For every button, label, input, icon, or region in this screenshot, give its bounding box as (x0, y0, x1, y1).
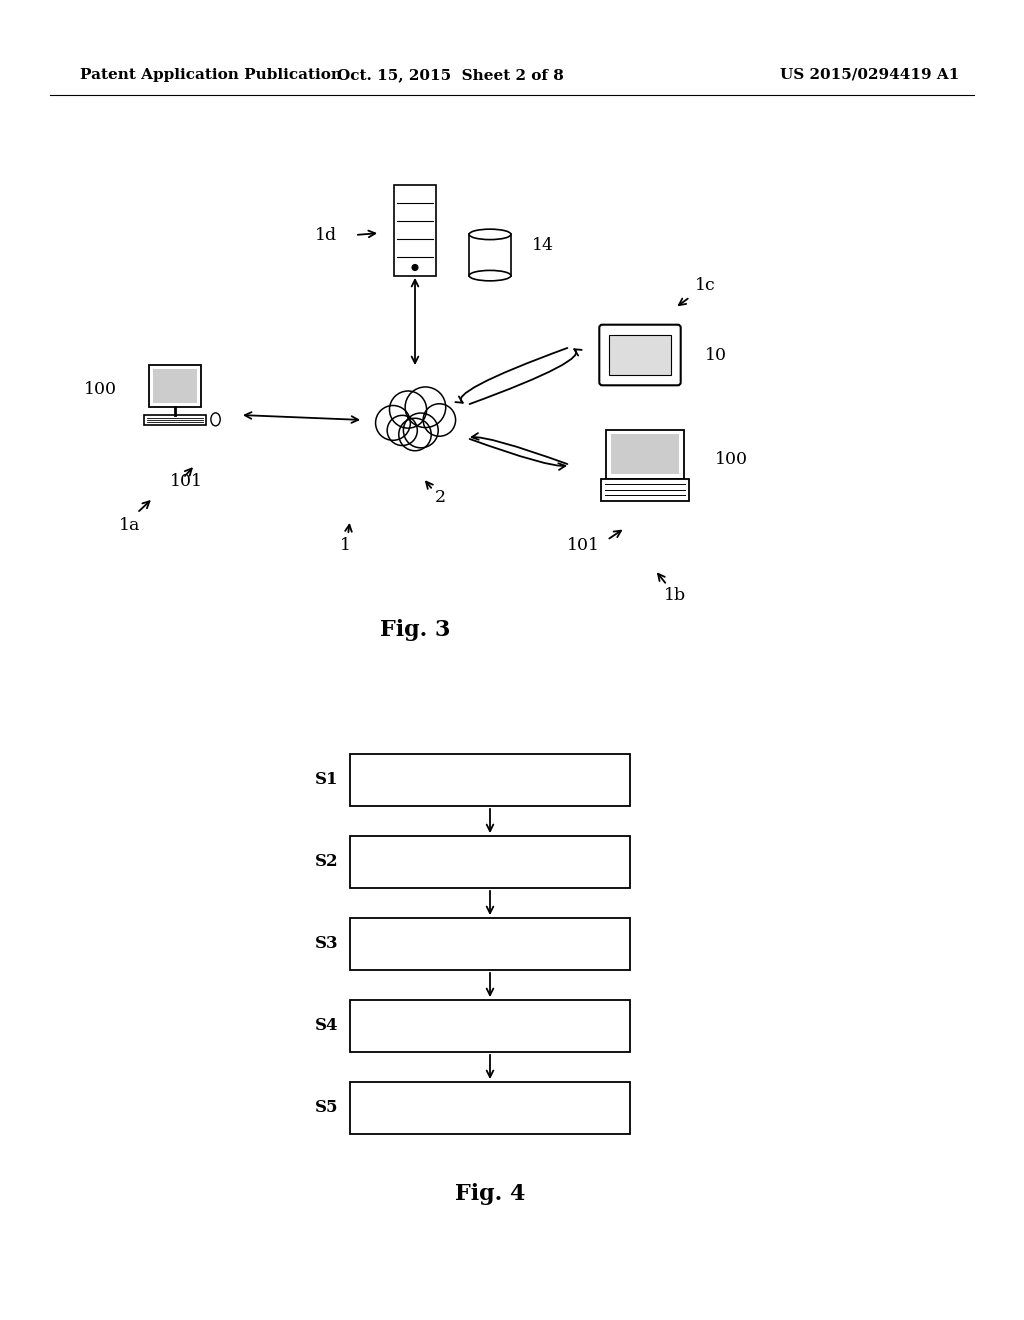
FancyBboxPatch shape (599, 325, 681, 385)
Text: 100: 100 (715, 451, 748, 469)
Bar (394, 185, 436, 276)
Text: 1d: 1d (314, 227, 337, 243)
Text: SELECT BODY PART: SELECT BODY PART (412, 854, 568, 870)
Text: GENERATE PROCEDURES: GENERATE PROCEDURES (389, 1101, 591, 1115)
Ellipse shape (211, 413, 220, 426)
Text: S3: S3 (314, 936, 338, 953)
Bar (606, 429, 684, 479)
Bar (601, 479, 689, 500)
Ellipse shape (469, 230, 511, 240)
Text: GENERATE ESTIMATE: GENERATE ESTIMATE (403, 1019, 577, 1034)
Bar (608, 335, 672, 375)
Bar (154, 368, 197, 403)
Bar (469, 235, 511, 276)
Text: 14: 14 (532, 236, 554, 253)
Text: DEFINE DAMAGE: DEFINE DAMAGE (422, 936, 558, 952)
Bar (350, 1001, 630, 1052)
Text: 101: 101 (170, 474, 203, 491)
Text: Oct. 15, 2015  Sheet 2 of 8: Oct. 15, 2015 Sheet 2 of 8 (337, 69, 563, 82)
Text: 1c: 1c (695, 276, 716, 293)
Circle shape (389, 391, 427, 428)
Bar (350, 836, 630, 888)
Bar (350, 917, 630, 970)
Text: Fig. 3: Fig. 3 (380, 619, 451, 642)
Circle shape (423, 404, 456, 436)
Circle shape (406, 387, 445, 428)
Text: US 2015/0294419 A1: US 2015/0294419 A1 (780, 69, 959, 82)
Text: S1: S1 (314, 771, 338, 788)
Text: 1: 1 (340, 536, 350, 553)
Text: SELECT MODEL: SELECT MODEL (428, 772, 552, 788)
Text: Fig. 4: Fig. 4 (455, 1183, 525, 1205)
Text: S2: S2 (314, 854, 338, 870)
Circle shape (376, 405, 411, 441)
Text: Patent Application Publication: Patent Application Publication (80, 69, 342, 82)
Text: S5: S5 (314, 1100, 338, 1117)
Text: 1a: 1a (120, 516, 140, 533)
Text: 2: 2 (435, 490, 446, 507)
Circle shape (387, 416, 418, 446)
Circle shape (412, 264, 418, 271)
Ellipse shape (469, 271, 511, 281)
Bar (350, 1082, 630, 1134)
Text: 10: 10 (705, 346, 727, 363)
Bar (350, 754, 630, 807)
Text: 101: 101 (567, 536, 600, 553)
Text: 1b: 1b (664, 586, 686, 603)
Bar (610, 434, 679, 474)
Text: S4: S4 (314, 1018, 338, 1035)
Bar (150, 364, 201, 408)
Circle shape (398, 418, 431, 450)
Circle shape (403, 413, 438, 447)
Bar (143, 416, 206, 425)
Text: 100: 100 (84, 381, 117, 399)
